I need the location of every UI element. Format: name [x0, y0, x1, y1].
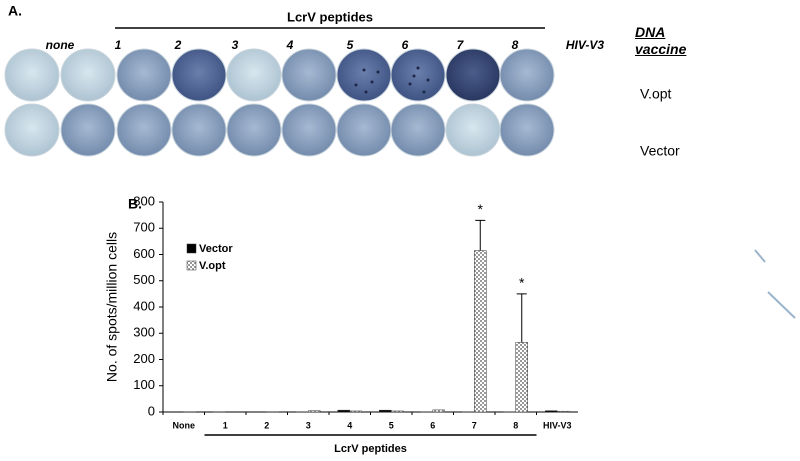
- x-tick-label: 2: [264, 420, 269, 430]
- well: [116, 103, 172, 157]
- well: [499, 103, 555, 157]
- well: [390, 103, 446, 157]
- x-tick-label: 4: [347, 420, 352, 430]
- bar: [515, 342, 528, 413]
- x-tick-label: None: [173, 420, 196, 430]
- x-tick-label: HIV-V3: [543, 420, 572, 430]
- bar: [391, 410, 404, 413]
- y-tick-label: 0: [148, 403, 155, 418]
- spot: [362, 68, 366, 72]
- well: [445, 48, 501, 102]
- artifact: [754, 249, 766, 263]
- column-label: 6: [402, 38, 409, 52]
- well: [336, 48, 392, 102]
- bar: [474, 250, 487, 413]
- legend-swatch: [186, 243, 197, 254]
- spot: [408, 82, 412, 86]
- x-tick-label: 3: [306, 420, 311, 430]
- spot: [370, 80, 374, 84]
- group-label: LcrV peptides: [334, 443, 407, 455]
- significance-label: *: [478, 201, 484, 217]
- well: [171, 103, 227, 157]
- y-tick-label: 100: [133, 377, 155, 392]
- x-tick-label: 5: [389, 420, 394, 430]
- well: [4, 103, 60, 157]
- column-label: 7: [457, 38, 465, 52]
- bar: [379, 409, 392, 413]
- column-label: 4: [286, 38, 294, 52]
- well: [116, 48, 172, 102]
- bar: [337, 409, 350, 413]
- well: [60, 48, 116, 102]
- x-tick-label: 1: [223, 420, 228, 430]
- y-tick-label: 500: [133, 272, 155, 287]
- x-tick-label: 7: [472, 420, 477, 430]
- panel-label: B.: [128, 196, 142, 212]
- panel-label: A.: [8, 3, 22, 19]
- column-label: HIV-V3: [566, 38, 605, 52]
- bar: [557, 410, 570, 413]
- column-label: 3: [232, 38, 239, 52]
- well: [445, 103, 501, 157]
- well: [171, 48, 227, 102]
- spot: [354, 83, 358, 87]
- spot: [412, 74, 416, 78]
- well: [499, 48, 555, 102]
- spot: [376, 70, 380, 74]
- well: [226, 103, 282, 157]
- group-label: LcrV peptides: [287, 9, 373, 24]
- column-label: none: [46, 38, 75, 52]
- well: [60, 103, 116, 157]
- y-tick-label: 200: [133, 351, 155, 366]
- legend-title-box: DNA vaccine: [635, 24, 687, 57]
- y-tick-label: 700: [133, 220, 155, 235]
- spot: [426, 78, 430, 82]
- bar: [432, 409, 445, 413]
- bar: [545, 410, 558, 413]
- y-tick-label: 800: [133, 193, 155, 208]
- row-label: Vector: [640, 143, 680, 159]
- legend-label: Vector: [199, 243, 233, 255]
- spot: [364, 90, 368, 94]
- column-label: 1: [115, 38, 122, 52]
- well: [226, 48, 282, 102]
- well: [281, 103, 337, 157]
- row-label: V.opt: [640, 86, 672, 102]
- well: [4, 48, 60, 102]
- well: [281, 48, 337, 102]
- bar: [349, 410, 362, 413]
- chart: B. No. of spots/million cells 0 100 200 300 40…: [104, 193, 578, 455]
- artifact: [767, 291, 796, 319]
- x-tick-label: 8: [513, 420, 518, 430]
- spot: [422, 90, 426, 94]
- well: [390, 48, 446, 102]
- column-label: 2: [174, 38, 182, 52]
- spot: [416, 66, 420, 70]
- y-tick-label: 300: [133, 325, 155, 340]
- y-tick-label: 600: [133, 246, 155, 261]
- legend-title: DNA vaccine: [635, 24, 687, 57]
- column-label: 5: [347, 38, 354, 52]
- bar: [308, 410, 321, 413]
- legend-label: V.opt: [199, 260, 226, 272]
- well: [336, 103, 392, 157]
- y-axis-label: No. of spots/million cells: [104, 232, 120, 382]
- legend-swatch: [186, 260, 197, 271]
- well-plate: [4, 48, 555, 157]
- x-tick-label: 6: [430, 420, 435, 430]
- y-tick-label: 400: [133, 298, 155, 313]
- significance-label: *: [519, 275, 525, 291]
- column-label: 8: [512, 38, 519, 52]
